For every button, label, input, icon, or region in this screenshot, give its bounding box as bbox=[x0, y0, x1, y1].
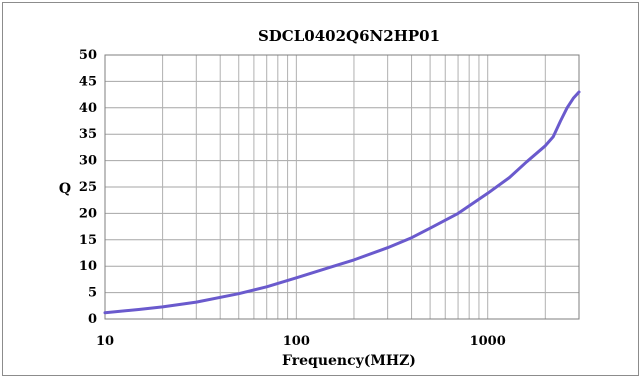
x-tick-labels: 10 100 1000 bbox=[96, 334, 506, 349]
y-tick-label: 5 bbox=[88, 286, 97, 301]
y-tick-label: 30 bbox=[79, 154, 97, 169]
y-tick-label: 15 bbox=[79, 233, 97, 248]
series-layer bbox=[105, 92, 579, 313]
y-tick-label: 10 bbox=[79, 259, 97, 274]
y-tick-label: 45 bbox=[79, 74, 97, 89]
y-tick-label: 0 bbox=[88, 312, 97, 327]
x-tick-label: 10 bbox=[96, 334, 114, 349]
chart-frame: SDCL0402Q6N2HP01 0 5 10 15 20 25 30 35 40 45 50 10… bbox=[2, 2, 639, 376]
grid-layer bbox=[105, 55, 579, 319]
y-axis-label: Q bbox=[59, 181, 71, 197]
x-tick-label: 1000 bbox=[470, 334, 506, 349]
y-tick-label: 25 bbox=[79, 180, 97, 195]
x-tick-label: 100 bbox=[283, 334, 310, 349]
y-tick-label: 20 bbox=[79, 206, 97, 221]
x-axis-label: Frequency(MHZ) bbox=[282, 353, 416, 369]
y-tick-label: 35 bbox=[79, 127, 97, 142]
y-tick-label: 50 bbox=[79, 48, 97, 63]
chart-title: SDCL0402Q6N2HP01 bbox=[258, 27, 440, 45]
chart-svg: SDCL0402Q6N2HP01 0 5 10 15 20 25 30 35 40 45 50 10… bbox=[3, 3, 640, 377]
y-tick-labels: 0 5 10 15 20 25 30 35 40 45 50 bbox=[79, 48, 97, 327]
y-tick-label: 40 bbox=[79, 101, 97, 116]
series-line-q bbox=[105, 92, 579, 313]
